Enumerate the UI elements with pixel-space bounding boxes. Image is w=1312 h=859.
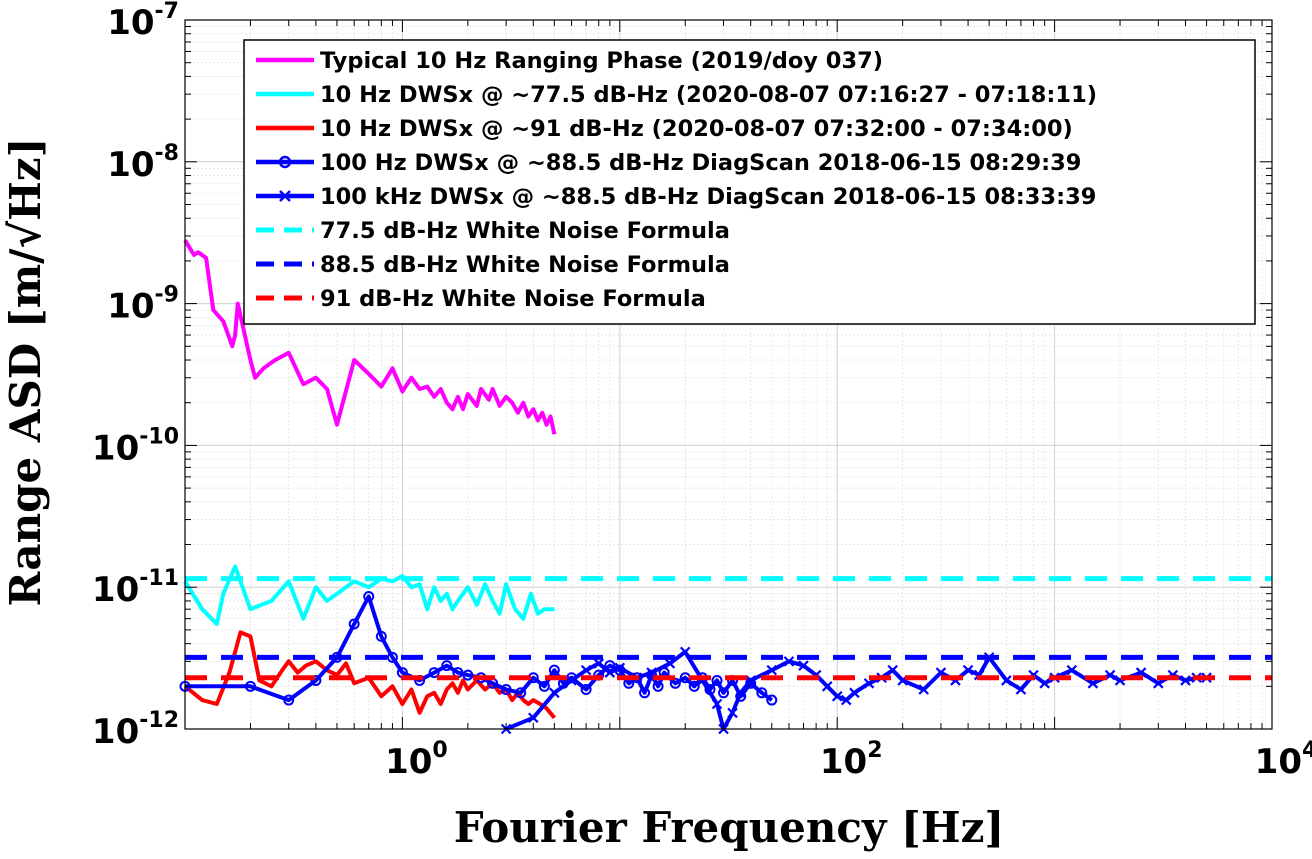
data-point	[548, 664, 560, 676]
data-point	[549, 687, 560, 699]
data-point	[652, 680, 664, 692]
series-4	[500, 646, 1212, 735]
data-point	[918, 684, 929, 695]
data-point	[462, 669, 474, 681]
plot-frame	[184, 19, 1273, 730]
legend-label: 100 Hz DWSx @ ~88.5 dB-Hz DiagScan 2018-…	[320, 150, 1081, 176]
data-point	[962, 664, 974, 676]
data-point	[821, 681, 833, 692]
data-point	[363, 590, 375, 602]
data-point	[580, 683, 592, 695]
legend-label: 100 kHz DWSx @ ~88.5 dB-Hz DiagScan 2018…	[320, 184, 1096, 210]
data-point	[639, 687, 651, 699]
data-point	[711, 674, 723, 686]
data-point	[863, 678, 875, 689]
x-tick-label: 104	[1255, 738, 1312, 782]
legend-marker	[279, 190, 291, 202]
y-tick-label: 10-12	[92, 708, 179, 752]
data-point	[528, 712, 539, 724]
data-point	[1153, 678, 1164, 689]
data-point	[1087, 678, 1099, 689]
legend-box	[243, 39, 1256, 325]
data-point	[1104, 669, 1116, 681]
series-2	[183, 630, 556, 720]
y-tick-label: 10-7	[107, 0, 179, 43]
data-point	[538, 680, 550, 692]
legend-entry: 77.5 dB-Hz White Noise Formula	[256, 218, 730, 244]
data-point	[798, 660, 809, 671]
data-point	[831, 691, 843, 702]
data-point	[1039, 678, 1050, 689]
series-line	[183, 564, 555, 626]
series-0	[183, 239, 557, 435]
data-point	[840, 694, 852, 706]
data-point	[580, 664, 592, 676]
data-point	[664, 658, 676, 669]
data-point	[766, 664, 778, 676]
legend-entry: 100 kHz DWSx @ ~88.5 dB-Hz DiagScan 2018…	[256, 184, 1096, 210]
data-point	[500, 683, 512, 695]
data-point	[428, 667, 440, 679]
data-point	[386, 651, 398, 663]
data-point	[756, 687, 768, 699]
legend-entry: 100 Hz DWSx @ ~88.5 dB-Hz DiagScan 2018-…	[256, 150, 1081, 176]
legend-entry: Typical 10 Hz Ranging Phase (2019/doy 03…	[256, 48, 883, 74]
legend-label: 91 dB-Hz White Noise Formula	[320, 286, 706, 312]
data-point	[1001, 675, 1012, 686]
y-axis-label: Range ASD [m/√Hz]	[1, 138, 50, 607]
x-tick-label: 102	[820, 738, 883, 782]
data-point	[745, 675, 756, 686]
data-point	[766, 694, 778, 706]
data-point	[1066, 664, 1078, 676]
y-tick-label: 10-10	[92, 424, 179, 468]
legend: Typical 10 Hz Ranging Phase (2019/doy 03…	[243, 39, 1256, 325]
data-point	[783, 656, 795, 667]
data-point	[1180, 675, 1191, 686]
series-layer	[179, 239, 1272, 735]
legend-entry: 10 Hz DWSx @ ~77.5 dB-Hz (2020-08-07 07:…	[256, 82, 1097, 108]
series-line	[183, 239, 557, 435]
data-point	[887, 664, 898, 676]
legend-entry: 91 dB-Hz White Noise Formula	[256, 286, 706, 312]
data-point	[515, 687, 527, 699]
legend-entry: 10 Hz DWSx @ ~91 dB-Hz (2020-08-07 07:32…	[256, 116, 1073, 142]
x-axis-label: Fourier Frequency [Hz]	[454, 803, 1005, 852]
data-point	[849, 687, 860, 699]
data-point	[593, 658, 605, 669]
legend-label: 10 Hz DWSx @ ~77.5 dB-Hz (2020-08-07 07:…	[320, 82, 1097, 108]
data-point	[727, 707, 738, 719]
x-tick-label: 100	[385, 738, 448, 782]
data-point	[283, 694, 295, 706]
y-tick-label: 10-9	[107, 283, 179, 327]
legend-label: 88.5 dB-Hz White Noise Formula	[320, 252, 730, 278]
legend-label: 10 Hz DWSx @ ~91 dB-Hz (2020-08-07 07:32…	[320, 116, 1073, 142]
legend-entry: 88.5 dB-Hz White Noise Formula	[256, 252, 730, 278]
data-point	[244, 680, 256, 692]
data-point	[604, 667, 616, 678]
legend-label: Typical 10 Hz Ranging Phase (2019/doy 03…	[320, 48, 883, 74]
y-tick-label: 10-11	[92, 566, 179, 610]
legend-label: 77.5 dB-Hz White Noise Formula	[320, 218, 730, 244]
data-point	[614, 662, 626, 674]
data-point	[375, 630, 387, 642]
data-point	[688, 680, 700, 692]
y-tick-label: 10-8	[107, 141, 179, 185]
data-point	[566, 675, 577, 686]
data-point	[735, 687, 747, 699]
data-point	[348, 618, 360, 630]
data-point	[1015, 684, 1027, 695]
legend-marker	[278, 155, 292, 169]
data-point	[718, 687, 730, 699]
series-line	[183, 630, 556, 720]
data-point	[669, 677, 681, 689]
data-point	[310, 674, 322, 686]
tick-layer: 100 102 104 10-7 10-8 10-9 10-10 10-11 10-12	[92, 0, 1312, 782]
data-point	[441, 660, 453, 672]
data-point	[679, 646, 691, 658]
series-1	[183, 564, 555, 626]
data-point	[711, 698, 723, 710]
